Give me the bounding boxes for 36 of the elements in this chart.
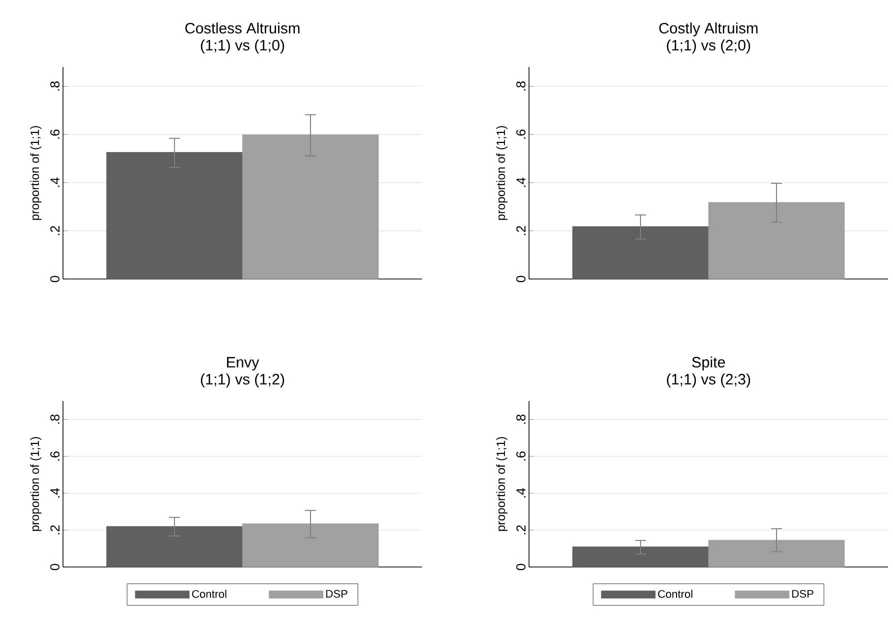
y-axis-title: proportion of (1;1) — [496, 437, 508, 531]
y-tick-label: .2 — [516, 525, 526, 534]
y-tick-label: 0 — [516, 276, 526, 282]
y-axis-title: proportion of (1;1) — [30, 126, 42, 220]
chart-title: Costless Altruism — [185, 22, 300, 34]
y-tick-label: 0 — [50, 564, 60, 570]
legend-label: DSP — [792, 590, 814, 598]
y-tick-label: .4 — [516, 488, 526, 498]
y-tick-label: .4 — [50, 488, 60, 498]
y-tick-label: .6 — [516, 451, 526, 461]
y-axis-title: proportion of (1;1) — [496, 126, 508, 220]
chart-title: Envy — [227, 357, 260, 370]
legend-label: Control — [658, 590, 692, 598]
y-axis-title: proportion of (1;1) — [30, 437, 42, 531]
y-tick-label: .2 — [50, 226, 60, 236]
chart-subtitle: (1;1) vs (2;0) — [666, 39, 750, 54]
chart-title: Costly Altruism — [659, 22, 758, 36]
y-tick-label: .2 — [50, 525, 60, 534]
y-tick-label: .2 — [516, 226, 526, 236]
y-tick-label: .8 — [50, 414, 60, 424]
chart-subtitle: (1;1) vs (2;3) — [666, 374, 750, 388]
y-tick-label: .6 — [50, 451, 60, 461]
y-tick-label: .8 — [516, 414, 526, 424]
y-tick-label: .4 — [516, 178, 526, 187]
y-tick-label: 0 — [50, 276, 60, 282]
y-tick-label: .8 — [50, 81, 60, 90]
y-tick-label: .8 — [516, 81, 526, 90]
chart-title: Spite — [692, 356, 725, 370]
legend-label: Control — [192, 590, 226, 598]
y-tick-label: 0 — [516, 564, 526, 570]
y-tick-label: .6 — [516, 130, 526, 139]
y-tick-label: .6 — [50, 130, 60, 139]
chart-subtitle: (1;1) vs (1;0) — [200, 39, 284, 54]
legend-label: DSP — [326, 590, 348, 598]
chart-subtitle: (1;1) vs (1;2) — [200, 374, 284, 388]
y-tick-label: .4 — [50, 178, 60, 187]
